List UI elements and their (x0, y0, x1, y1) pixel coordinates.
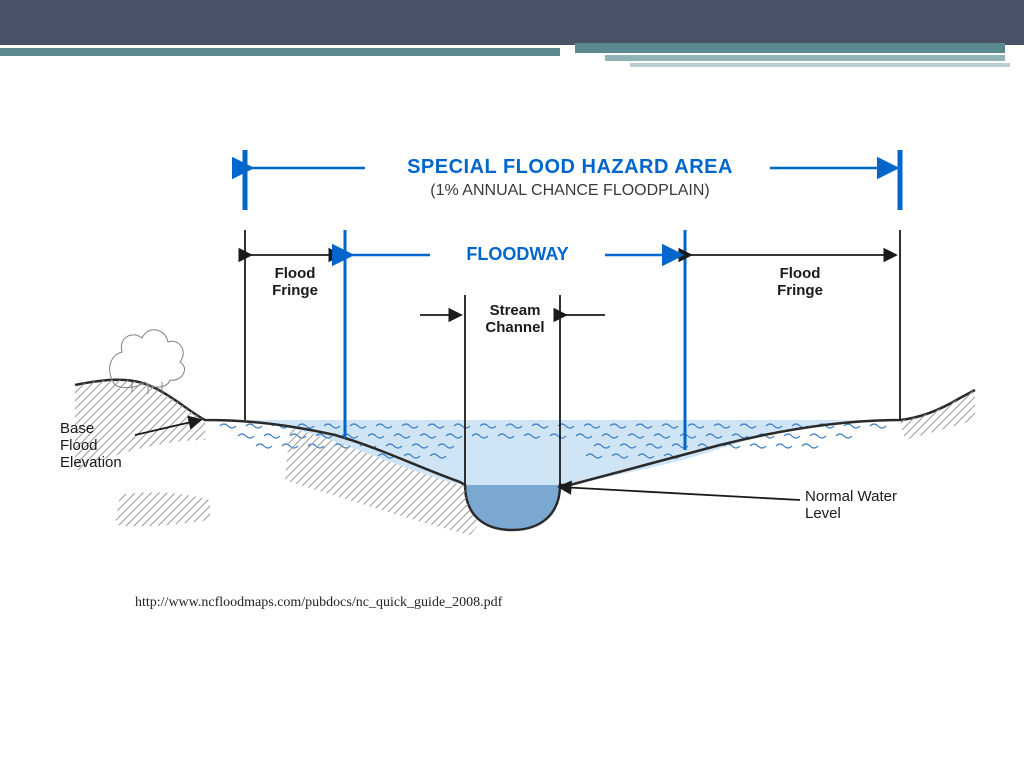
stream-channel-label: Stream Channel (460, 302, 570, 336)
sfha-subtitle: (1% ANNUAL CHANCE FLOODPLAIN) (365, 182, 775, 200)
header-band (0, 0, 1024, 80)
base-flood-elevation-label: Base Flood Elevation (60, 420, 150, 471)
normal-water-level-label: Normal Water Level (805, 488, 965, 522)
flood-fringe-left: Flood Fringe (245, 265, 345, 299)
floodplain-diagram: SPECIAL FLOOD HAZARD AREA (1% ANNUAL CHA… (60, 120, 980, 580)
flood-fringe-right: Flood Fringe (740, 265, 860, 299)
floodway-label: FLOODWAY (430, 244, 605, 265)
source-citation: http://www.ncfloodmaps.com/pubdocs/nc_qu… (135, 595, 502, 611)
sfha-title: SPECIAL FLOOD HAZARD AREA (365, 156, 775, 179)
